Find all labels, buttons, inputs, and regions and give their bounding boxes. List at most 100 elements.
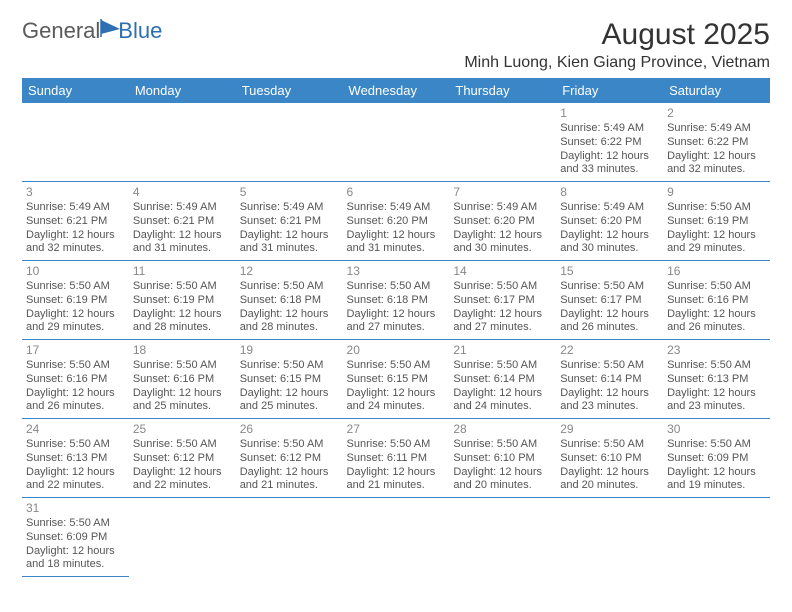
calendar-cell: 3Sunrise: 5:49 AMSunset: 6:21 PMDaylight… — [22, 182, 129, 261]
daylight-line: Daylight: 12 hours and 31 minutes. — [133, 229, 232, 257]
weekday-header: Thursday — [449, 78, 556, 103]
calendar-cell: 8Sunrise: 5:49 AMSunset: 6:20 PMDaylight… — [556, 182, 663, 261]
sunrise-line: Sunrise: 5:50 AM — [560, 280, 659, 294]
calendar-cell: 7Sunrise: 5:49 AMSunset: 6:20 PMDaylight… — [449, 182, 556, 261]
sunset-line: Sunset: 6:22 PM — [667, 136, 766, 150]
day-number: 29 — [560, 422, 659, 437]
calendar-cell: 15Sunrise: 5:50 AMSunset: 6:17 PMDayligh… — [556, 261, 663, 340]
calendar-table: SundayMondayTuesdayWednesdayThursdayFrid… — [22, 78, 770, 577]
sunset-line: Sunset: 6:19 PM — [133, 294, 232, 308]
sunset-line: Sunset: 6:20 PM — [453, 215, 552, 229]
daylight-line: Daylight: 12 hours and 27 minutes. — [453, 308, 552, 336]
sunrise-line: Sunrise: 5:50 AM — [26, 517, 125, 531]
calendar-cell — [663, 498, 770, 577]
day-number: 9 — [667, 185, 766, 200]
sunset-line: Sunset: 6:19 PM — [667, 215, 766, 229]
daylight-line: Daylight: 12 hours and 32 minutes. — [26, 229, 125, 257]
day-number: 13 — [347, 264, 446, 279]
daylight-line: Daylight: 12 hours and 29 minutes. — [26, 308, 125, 336]
sunrise-line: Sunrise: 5:50 AM — [453, 438, 552, 452]
sunrise-line: Sunrise: 5:49 AM — [560, 201, 659, 215]
weekday-header: Sunday — [22, 78, 129, 103]
sunrise-line: Sunrise: 5:50 AM — [560, 359, 659, 373]
sunrise-line: Sunrise: 5:50 AM — [133, 359, 232, 373]
sunset-line: Sunset: 6:12 PM — [240, 452, 339, 466]
calendar-cell: 21Sunrise: 5:50 AMSunset: 6:14 PMDayligh… — [449, 340, 556, 419]
sunrise-line: Sunrise: 5:50 AM — [133, 280, 232, 294]
day-number: 7 — [453, 185, 552, 200]
sunset-line: Sunset: 6:16 PM — [133, 373, 232, 387]
daylight-line: Daylight: 12 hours and 27 minutes. — [347, 308, 446, 336]
daylight-line: Daylight: 12 hours and 22 minutes. — [133, 466, 232, 494]
daylight-line: Daylight: 12 hours and 26 minutes. — [667, 308, 766, 336]
daylight-line: Daylight: 12 hours and 31 minutes. — [240, 229, 339, 257]
calendar-cell: 24Sunrise: 5:50 AMSunset: 6:13 PMDayligh… — [22, 419, 129, 498]
calendar-cell: 29Sunrise: 5:50 AMSunset: 6:10 PMDayligh… — [556, 419, 663, 498]
day-number: 15 — [560, 264, 659, 279]
calendar-cell: 27Sunrise: 5:50 AMSunset: 6:11 PMDayligh… — [343, 419, 450, 498]
calendar-cell — [22, 103, 129, 182]
logo: General Blue — [22, 18, 162, 44]
weekday-header: Saturday — [663, 78, 770, 103]
daylight-line: Daylight: 12 hours and 25 minutes. — [133, 387, 232, 415]
day-number: 21 — [453, 343, 552, 358]
calendar-cell — [236, 103, 343, 182]
sunset-line: Sunset: 6:18 PM — [240, 294, 339, 308]
calendar-cell: 28Sunrise: 5:50 AMSunset: 6:10 PMDayligh… — [449, 419, 556, 498]
daylight-line: Daylight: 12 hours and 33 minutes. — [560, 150, 659, 178]
calendar-cell: 4Sunrise: 5:49 AMSunset: 6:21 PMDaylight… — [129, 182, 236, 261]
calendar-cell: 10Sunrise: 5:50 AMSunset: 6:19 PMDayligh… — [22, 261, 129, 340]
sunrise-line: Sunrise: 5:50 AM — [667, 280, 766, 294]
daylight-line: Daylight: 12 hours and 28 minutes. — [133, 308, 232, 336]
sunrise-line: Sunrise: 5:50 AM — [347, 438, 446, 452]
calendar-row: 3Sunrise: 5:49 AMSunset: 6:21 PMDaylight… — [22, 182, 770, 261]
weekday-header: Tuesday — [236, 78, 343, 103]
daylight-line: Daylight: 12 hours and 26 minutes. — [26, 387, 125, 415]
calendar-cell: 11Sunrise: 5:50 AMSunset: 6:19 PMDayligh… — [129, 261, 236, 340]
sunset-line: Sunset: 6:21 PM — [133, 215, 232, 229]
calendar-cell: 26Sunrise: 5:50 AMSunset: 6:12 PMDayligh… — [236, 419, 343, 498]
day-number: 6 — [347, 185, 446, 200]
daylight-line: Daylight: 12 hours and 30 minutes. — [453, 229, 552, 257]
calendar-cell — [343, 103, 450, 182]
day-number: 12 — [240, 264, 339, 279]
daylight-line: Daylight: 12 hours and 28 minutes. — [240, 308, 339, 336]
day-number: 26 — [240, 422, 339, 437]
sunrise-line: Sunrise: 5:50 AM — [667, 201, 766, 215]
sunset-line: Sunset: 6:13 PM — [667, 373, 766, 387]
sunset-line: Sunset: 6:15 PM — [347, 373, 446, 387]
daylight-line: Daylight: 12 hours and 23 minutes. — [667, 387, 766, 415]
sunrise-line: Sunrise: 5:50 AM — [26, 359, 125, 373]
daylight-line: Daylight: 12 hours and 24 minutes. — [453, 387, 552, 415]
daylight-line: Daylight: 12 hours and 22 minutes. — [26, 466, 125, 494]
sunset-line: Sunset: 6:19 PM — [26, 294, 125, 308]
sunset-line: Sunset: 6:21 PM — [240, 215, 339, 229]
sunset-line: Sunset: 6:20 PM — [347, 215, 446, 229]
day-number: 31 — [26, 501, 125, 516]
calendar-cell: 20Sunrise: 5:50 AMSunset: 6:15 PMDayligh… — [343, 340, 450, 419]
sunset-line: Sunset: 6:16 PM — [667, 294, 766, 308]
sunset-line: Sunset: 6:22 PM — [560, 136, 659, 150]
sunrise-line: Sunrise: 5:50 AM — [347, 359, 446, 373]
calendar-cell: 22Sunrise: 5:50 AMSunset: 6:14 PMDayligh… — [556, 340, 663, 419]
sunrise-line: Sunrise: 5:50 AM — [133, 438, 232, 452]
logo-text-1: General — [22, 18, 100, 44]
daylight-line: Daylight: 12 hours and 19 minutes. — [667, 466, 766, 494]
sunrise-line: Sunrise: 5:50 AM — [240, 359, 339, 373]
calendar-cell: 17Sunrise: 5:50 AMSunset: 6:16 PMDayligh… — [22, 340, 129, 419]
calendar-cell — [556, 498, 663, 577]
calendar-cell: 25Sunrise: 5:50 AMSunset: 6:12 PMDayligh… — [129, 419, 236, 498]
sunrise-line: Sunrise: 5:49 AM — [240, 201, 339, 215]
sunset-line: Sunset: 6:14 PM — [560, 373, 659, 387]
calendar-cell — [129, 103, 236, 182]
day-number: 5 — [240, 185, 339, 200]
calendar-cell: 30Sunrise: 5:50 AMSunset: 6:09 PMDayligh… — [663, 419, 770, 498]
calendar-cell: 1Sunrise: 5:49 AMSunset: 6:22 PMDaylight… — [556, 103, 663, 182]
calendar-cell: 12Sunrise: 5:50 AMSunset: 6:18 PMDayligh… — [236, 261, 343, 340]
sunrise-line: Sunrise: 5:50 AM — [347, 280, 446, 294]
day-number: 22 — [560, 343, 659, 358]
logo-text-2: Blue — [118, 18, 162, 44]
calendar-cell: 13Sunrise: 5:50 AMSunset: 6:18 PMDayligh… — [343, 261, 450, 340]
sunrise-line: Sunrise: 5:50 AM — [453, 280, 552, 294]
calendar-cell: 16Sunrise: 5:50 AMSunset: 6:16 PMDayligh… — [663, 261, 770, 340]
